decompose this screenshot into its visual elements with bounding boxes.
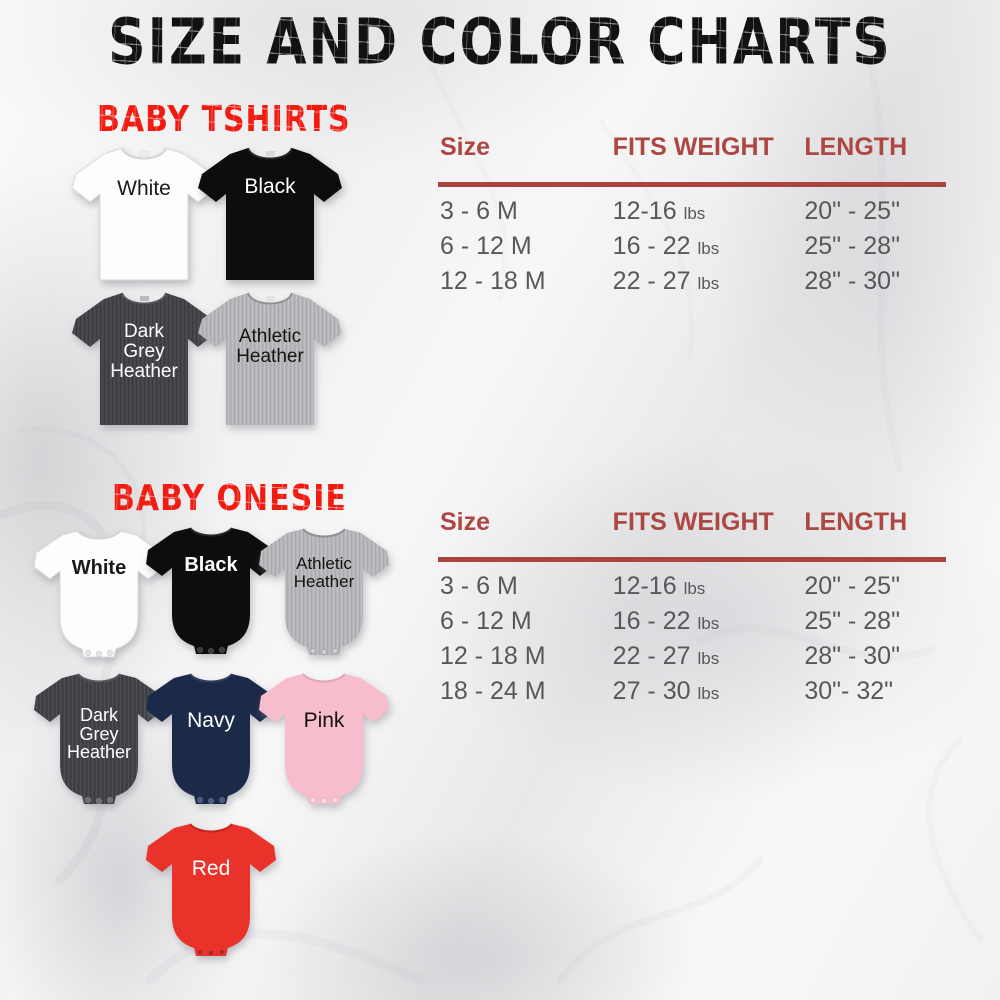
- cell-length: 28" - 30": [804, 267, 900, 295]
- column-header-size: Size: [440, 508, 491, 536]
- cell-weight-value: 12-16: [612, 197, 677, 225]
- cell-weight: 12-16 lbs: [603, 197, 793, 226]
- cell-weight-unit: lbs: [697, 649, 720, 668]
- section-title-baby-tshirts: BABY TSHIRTS: [97, 99, 351, 141]
- onesie-swatch-athletic-heather: Athletic Heather: [253, 523, 395, 668]
- cell-length: 20" - 25": [804, 197, 900, 225]
- onesie-swatch-red: Red: [140, 818, 282, 970]
- cell-weight-value: 16 - 22: [612, 232, 691, 260]
- cell-weight-unit: lbs: [683, 204, 706, 223]
- table-row: 3 - 6 M 12-16 lbs 20" - 25": [434, 570, 950, 605]
- cell-weight: 16 - 22 lbs: [603, 607, 793, 636]
- cell-weight: 12-16 lbs: [603, 572, 793, 601]
- column-header-length: LENGTH: [804, 508, 908, 536]
- page-title: SIZE AND COLOR CHARTS: [108, 6, 892, 80]
- cell-length: 28" - 30": [804, 642, 900, 670]
- table-row: 18 - 24 M 27 - 30 lbs 30"- 32": [434, 675, 950, 710]
- cell-weight-value: 16 - 22: [612, 607, 691, 635]
- cell-weight-value: 12-16: [612, 572, 677, 600]
- table-row: 3 - 6 M 12-16 lbs 20" - 25": [434, 195, 950, 230]
- column-header-weight: FITS WEIGHT: [612, 133, 774, 161]
- cell-size: 18 - 24 M: [440, 677, 546, 705]
- tshirt-swatch-black: Black: [196, 140, 344, 288]
- cell-weight: 22 - 27 lbs: [603, 642, 793, 671]
- column-header-weight: FITS WEIGHT: [612, 508, 774, 536]
- cell-size: 3 - 6 M: [440, 197, 518, 225]
- size-table-baby-tshirts: Size FITS WEIGHT LENGTH 3 - 6 M 12-16 lb…: [434, 133, 950, 300]
- cell-weight-value: 22 - 27: [612, 267, 691, 295]
- size-table-baby-onesie: Size FITS WEIGHT LENGTH 3 - 6 M 12-16 lb…: [434, 508, 950, 710]
- cell-weight-unit: lbs: [697, 239, 720, 258]
- table-row: 6 - 12 M 16 - 22 lbs 25" - 28": [434, 230, 950, 265]
- cell-weight-value: 27 - 30: [612, 677, 691, 705]
- cell-weight: 16 - 22 lbs: [603, 232, 793, 261]
- table-header-row: Size FITS WEIGHT LENGTH: [434, 133, 950, 168]
- table-row: 6 - 12 M 16 - 22 lbs 25" - 28": [434, 605, 950, 640]
- column-header-size: Size: [440, 133, 491, 161]
- table-row: 12 - 18 M 22 - 27 lbs 28" - 30": [434, 265, 950, 300]
- cell-size: 12 - 18 M: [440, 642, 546, 670]
- cell-length: 20" - 25": [804, 572, 900, 600]
- cell-size: 6 - 12 M: [440, 607, 532, 635]
- cell-size: 3 - 6 M: [440, 572, 518, 600]
- table-row: 12 - 18 M 22 - 27 lbs 28" - 30": [434, 640, 950, 675]
- tshirt-swatch-athletic-heather: Athletic Heather: [196, 285, 344, 433]
- cell-size: 6 - 12 M: [440, 232, 532, 260]
- column-header-length: LENGTH: [804, 133, 908, 161]
- cell-length: 25" - 28": [804, 232, 900, 260]
- cell-length: 25" - 28": [804, 607, 900, 635]
- cell-size: 12 - 18 M: [440, 267, 546, 295]
- cell-weight-unit: lbs: [697, 274, 720, 293]
- cell-weight-value: 22 - 27: [612, 642, 691, 670]
- onesie-swatch-pink: Pink: [253, 668, 395, 818]
- cell-weight: 27 - 30 lbs: [603, 677, 793, 706]
- cell-weight: 22 - 27 lbs: [603, 267, 793, 296]
- table-divider: [438, 182, 946, 187]
- cell-weight-unit: lbs: [697, 614, 720, 633]
- section-title-baby-onesie: BABY ONESIE: [112, 478, 347, 520]
- table-header-row: Size FITS WEIGHT LENGTH: [434, 508, 950, 543]
- table-divider: [438, 557, 946, 562]
- cell-weight-unit: lbs: [697, 684, 720, 703]
- cell-weight-unit: lbs: [683, 579, 706, 598]
- cell-length: 30"- 32": [804, 677, 893, 705]
